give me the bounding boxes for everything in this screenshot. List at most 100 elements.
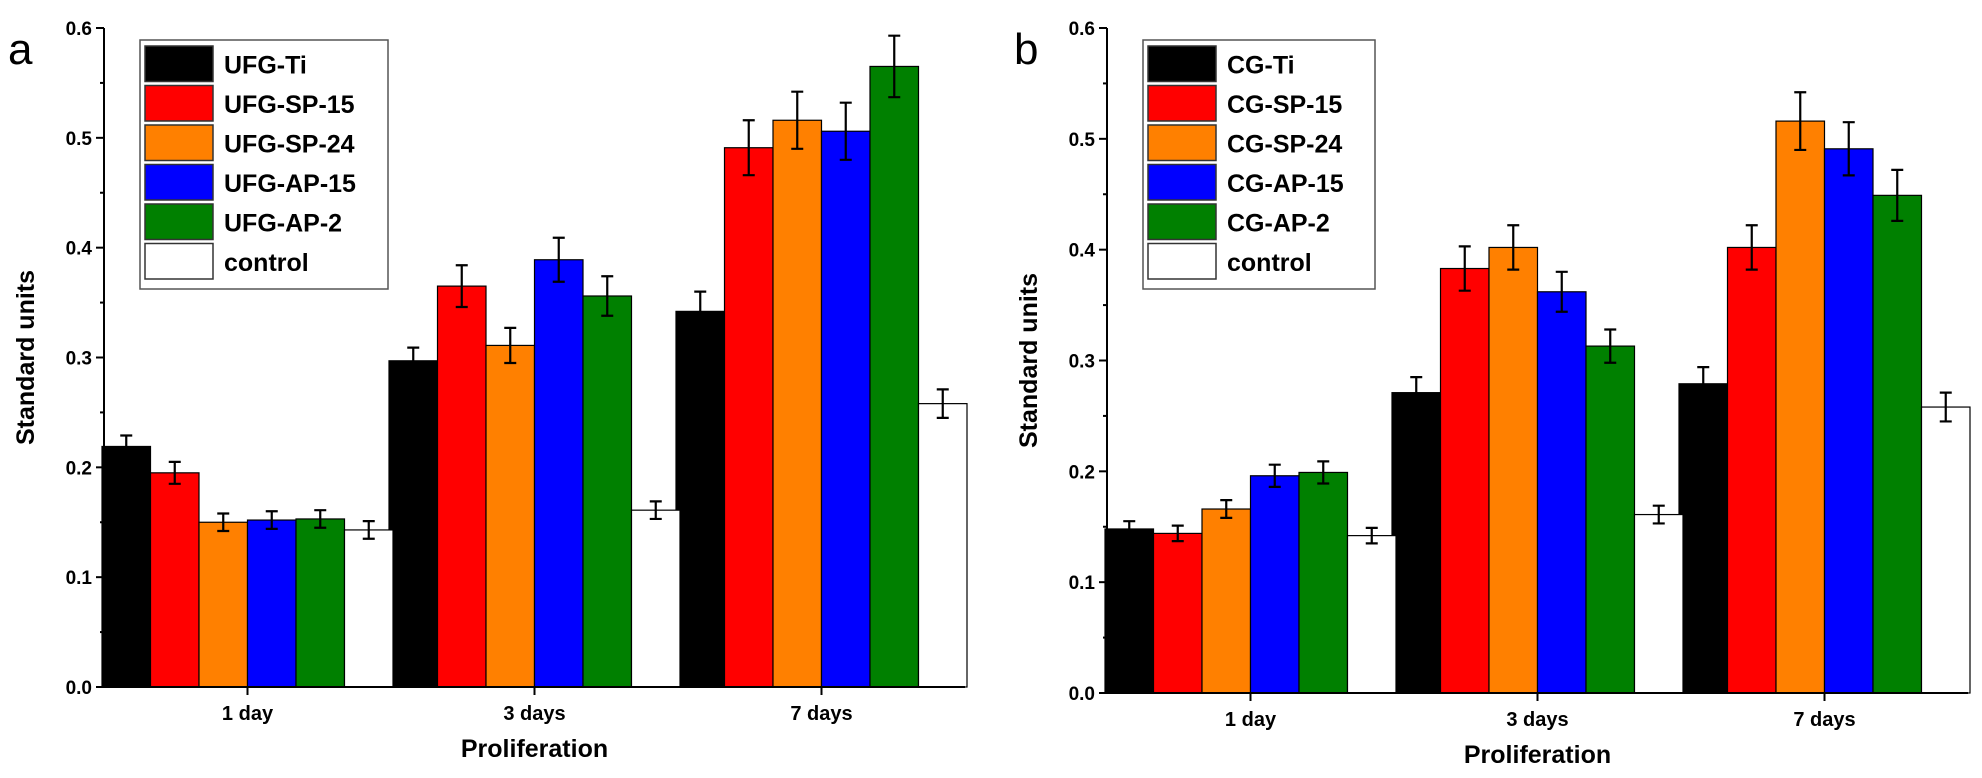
- error-bar: [1268, 463, 1281, 488]
- legend-swatch-ufg-ap-2: [144, 203, 214, 241]
- bar-cg-ap-2-0: [1298, 471, 1349, 694]
- legend-label: CG-SP-24: [1227, 131, 1342, 159]
- error-bar: [888, 34, 901, 99]
- bar-ufg-ap-15-1: [533, 259, 584, 688]
- error-bar: [1220, 499, 1233, 519]
- y-tick-label: 0.6: [1069, 19, 1095, 40]
- bar-cg-ap-2-2: [1872, 194, 1923, 694]
- legend-swatch-cg-ap-2: [1147, 203, 1217, 241]
- error-bar: [120, 434, 133, 459]
- error-bar: [694, 290, 707, 333]
- y-tick-label: 0.5: [1069, 130, 1096, 151]
- bar-ufg-sp-15-0: [149, 472, 200, 688]
- bar-cg-sp-24-0: [1201, 508, 1252, 694]
- error-bar: [265, 510, 278, 530]
- error-bar: [936, 388, 949, 420]
- legend-label: UFG-AP-15: [224, 170, 356, 198]
- error-bar: [1842, 121, 1855, 177]
- error-bar: [601, 275, 614, 317]
- error-bar: [1891, 168, 1904, 222]
- error-bar: [168, 460, 181, 485]
- bar-cg-sp-15-1: [1439, 267, 1490, 694]
- y-tick-label: 0.1: [1069, 573, 1096, 594]
- error-bar: [455, 264, 468, 309]
- legend-swatch-ufg-sp-24: [144, 124, 214, 162]
- error-bar: [1171, 524, 1184, 543]
- legend-swatch-cg-ti: [1147, 45, 1217, 83]
- y-tick-label: 0.4: [66, 239, 93, 260]
- bar-control-0: [343, 529, 394, 688]
- bar-ufg-sp-24-1: [485, 344, 536, 688]
- bar-cg-ti-2: [1678, 383, 1729, 694]
- bar-control-2: [1920, 406, 1971, 694]
- y-tick-label: 0.6: [66, 19, 92, 40]
- panel-label: a: [8, 25, 33, 74]
- error-bar: [1365, 526, 1378, 545]
- bar-cg-ap-15-0: [1249, 475, 1300, 694]
- error-bar: [1410, 376, 1423, 410]
- legend: UFG-Ti UFG-SP-15 UFG-SP-24 UFG-AP-15 UFG-AP-…: [139, 39, 389, 290]
- error-bar: [314, 509, 327, 529]
- bar-cg-sp-24-2: [1775, 120, 1826, 694]
- bar-ufg-ti-2: [675, 310, 726, 688]
- y-tick-label: 0.2: [1069, 462, 1095, 483]
- bar-control-1: [1633, 513, 1684, 694]
- bar-ufg-ti-1: [388, 360, 439, 688]
- error-bar: [1939, 391, 1952, 423]
- legend: CG-Ti CG-SP-15 CG-SP-24 CG-AP-15 CG-AP-2 cont…: [1142, 39, 1376, 290]
- bar-ufg-ap-2-1: [582, 295, 633, 688]
- x-tick-label: 7 days: [790, 703, 852, 725]
- bar-ufg-ap-2-2: [869, 65, 920, 688]
- y-tick-label: 0.2: [66, 458, 92, 479]
- x-tick-label: 3 days: [1506, 709, 1568, 731]
- bar-control-1: [630, 509, 681, 688]
- error-bar: [1458, 245, 1471, 292]
- bar-ufg-sp-15-1: [436, 285, 487, 688]
- legend-label: UFG-Ti: [224, 52, 307, 80]
- legend-swatch-cg-sp-15: [1147, 84, 1217, 122]
- bar-ufg-ti-0: [101, 445, 152, 688]
- legend-label: UFG-AP-2: [224, 210, 342, 238]
- panel-label: b: [1014, 25, 1038, 74]
- y-tick-label: 0.0: [66, 678, 92, 699]
- error-bar: [1652, 504, 1665, 525]
- legend-label: CG-SP-15: [1227, 91, 1342, 119]
- bar-cg-ti-0: [1104, 528, 1155, 694]
- y-tick-label: 0.1: [66, 568, 93, 589]
- legend-swatch-cg-sp-24: [1147, 124, 1217, 162]
- y-axis-label: Standard units: [12, 270, 40, 445]
- legend-label: UFG-SP-15: [224, 91, 355, 119]
- bar-cg-sp-15-2: [1726, 246, 1777, 694]
- error-bar: [1123, 520, 1136, 538]
- bar-ufg-sp-24-2: [772, 119, 823, 688]
- error-bar: [1555, 270, 1568, 313]
- legend-label: UFG-SP-24: [224, 131, 355, 159]
- legend-swatch-cg-ap-15: [1147, 163, 1217, 201]
- x-tick-label: 1 day: [222, 703, 274, 725]
- bar-cg-sp-24-1: [1488, 246, 1539, 694]
- panel-a: 0.0 0.1 0.2 0.3 0.4 0.5 0.6 1 day 3 days 7 days Pr…: [8, 19, 968, 763]
- x-axis-label: Proliferation: [1464, 741, 1611, 769]
- error-bar: [742, 119, 755, 177]
- bar-ufg-sp-24-0: [198, 521, 249, 688]
- bar-ufg-sp-15-2: [723, 147, 774, 688]
- legend-label: CG-Ti: [1227, 52, 1295, 80]
- bar-cg-ap-2-1: [1585, 345, 1636, 694]
- legend-label: CG-AP-2: [1227, 210, 1330, 238]
- error-bar: [1604, 328, 1617, 364]
- error-bar: [1507, 224, 1520, 271]
- legend-label: control: [224, 249, 309, 277]
- error-bar: [1794, 91, 1807, 152]
- error-bar: [217, 512, 230, 533]
- y-axis-label: Standard units: [1015, 273, 1043, 448]
- error-bar: [504, 326, 517, 365]
- x-tick-label: 7 days: [1793, 709, 1855, 731]
- error-bar: [1697, 366, 1710, 402]
- x-axis-label: Proliferation: [461, 735, 608, 763]
- error-bar: [362, 520, 375, 540]
- bar-control-2: [917, 403, 968, 688]
- bar-ufg-ap-15-2: [820, 130, 871, 688]
- bar-cg-ap-15-2: [1823, 148, 1874, 694]
- y-tick-label: 0.4: [1069, 241, 1096, 262]
- y-tick-label: 0.3: [1069, 352, 1095, 373]
